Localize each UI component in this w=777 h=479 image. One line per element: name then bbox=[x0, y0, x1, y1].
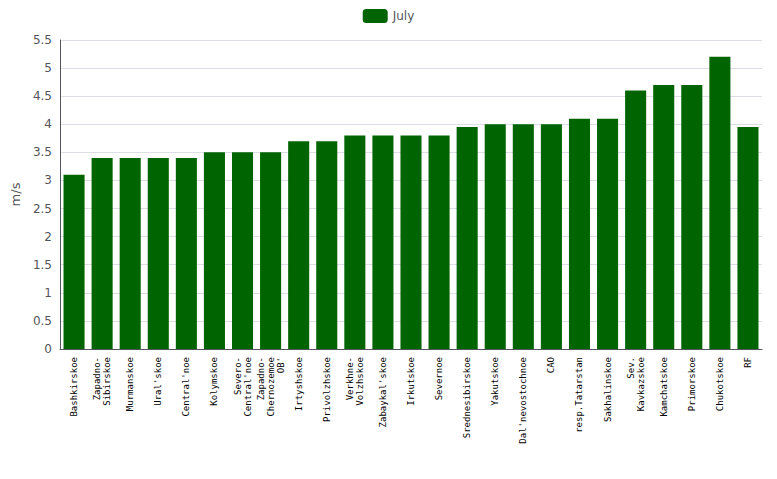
svg-text:CAO: CAO bbox=[546, 357, 556, 373]
svg-text:5.5: 5.5 bbox=[33, 33, 52, 47]
svg-text:Sev.: Sev. bbox=[626, 357, 636, 379]
svg-text:Zapadno-: Zapadno- bbox=[256, 357, 266, 400]
svg-text:Chernozemoe: Chernozemoe bbox=[266, 357, 276, 417]
svg-text:resp.Tatarstan: resp.Tatarstan bbox=[574, 357, 584, 433]
svg-text:July: July bbox=[392, 9, 415, 23]
svg-text:Primorskoe: Primorskoe bbox=[687, 357, 697, 411]
svg-text:Central'noe: Central'noe bbox=[181, 357, 191, 417]
svg-text:Srednesibirskoe: Srednesibirskoe bbox=[462, 357, 472, 438]
svg-text:1: 1 bbox=[44, 286, 52, 300]
svg-text:Bashkirskoe: Bashkirskoe bbox=[69, 357, 79, 417]
svg-text:2.5: 2.5 bbox=[33, 202, 52, 216]
svg-text:Verkhne-: Verkhne- bbox=[345, 357, 355, 400]
svg-text:4.5: 4.5 bbox=[33, 89, 52, 103]
svg-text:Kamchatskoe: Kamchatskoe bbox=[659, 357, 669, 417]
svg-text:Kolymskoe: Kolymskoe bbox=[209, 357, 219, 406]
svg-text:4: 4 bbox=[44, 117, 52, 131]
svg-text:5: 5 bbox=[44, 61, 52, 75]
svg-text:Kavkazskoe: Kavkazskoe bbox=[636, 357, 646, 411]
svg-text:Central'noe: Central'noe bbox=[243, 357, 253, 417]
svg-text:2: 2 bbox=[44, 230, 52, 244]
svg-text:Zapadno-: Zapadno- bbox=[92, 357, 102, 400]
svg-text:1.5: 1.5 bbox=[33, 258, 52, 272]
svg-text:Dal'nevostochnoe: Dal'nevostochnoe bbox=[518, 357, 528, 444]
svg-text:3.5: 3.5 bbox=[33, 145, 52, 159]
svg-text:Irkutskoe: Irkutskoe bbox=[406, 357, 416, 406]
svg-text:RF: RF bbox=[743, 357, 753, 368]
svg-text:Sibirskoe: Sibirskoe bbox=[102, 357, 112, 406]
svg-text:Privolzhskoe: Privolzhskoe bbox=[322, 357, 332, 422]
svg-text:m/s: m/s bbox=[8, 182, 23, 206]
svg-text:Murmanskoe: Murmanskoe bbox=[125, 357, 135, 411]
svg-text:Severnoe: Severnoe bbox=[434, 357, 444, 400]
svg-text:0.5: 0.5 bbox=[33, 314, 52, 328]
svg-text:Ural'skoe: Ural'skoe bbox=[153, 357, 163, 406]
svg-text:Zabaykal'skoe: Zabaykal'skoe bbox=[378, 357, 388, 427]
svg-text:0: 0 bbox=[44, 342, 52, 356]
svg-text:Sakhalinskoe: Sakhalinskoe bbox=[603, 357, 613, 422]
svg-text:Chukotskoe: Chukotskoe bbox=[715, 357, 725, 411]
svg-text:Irtyshskoe: Irtyshskoe bbox=[294, 357, 304, 411]
svg-text:Volzhskoe: Volzhskoe bbox=[355, 357, 365, 406]
svg-text:OB': OB' bbox=[276, 357, 286, 373]
svg-text:3: 3 bbox=[44, 173, 52, 187]
svg-text:Severo-: Severo- bbox=[233, 357, 243, 395]
svg-text:Yakutskoe: Yakutskoe bbox=[490, 357, 500, 406]
